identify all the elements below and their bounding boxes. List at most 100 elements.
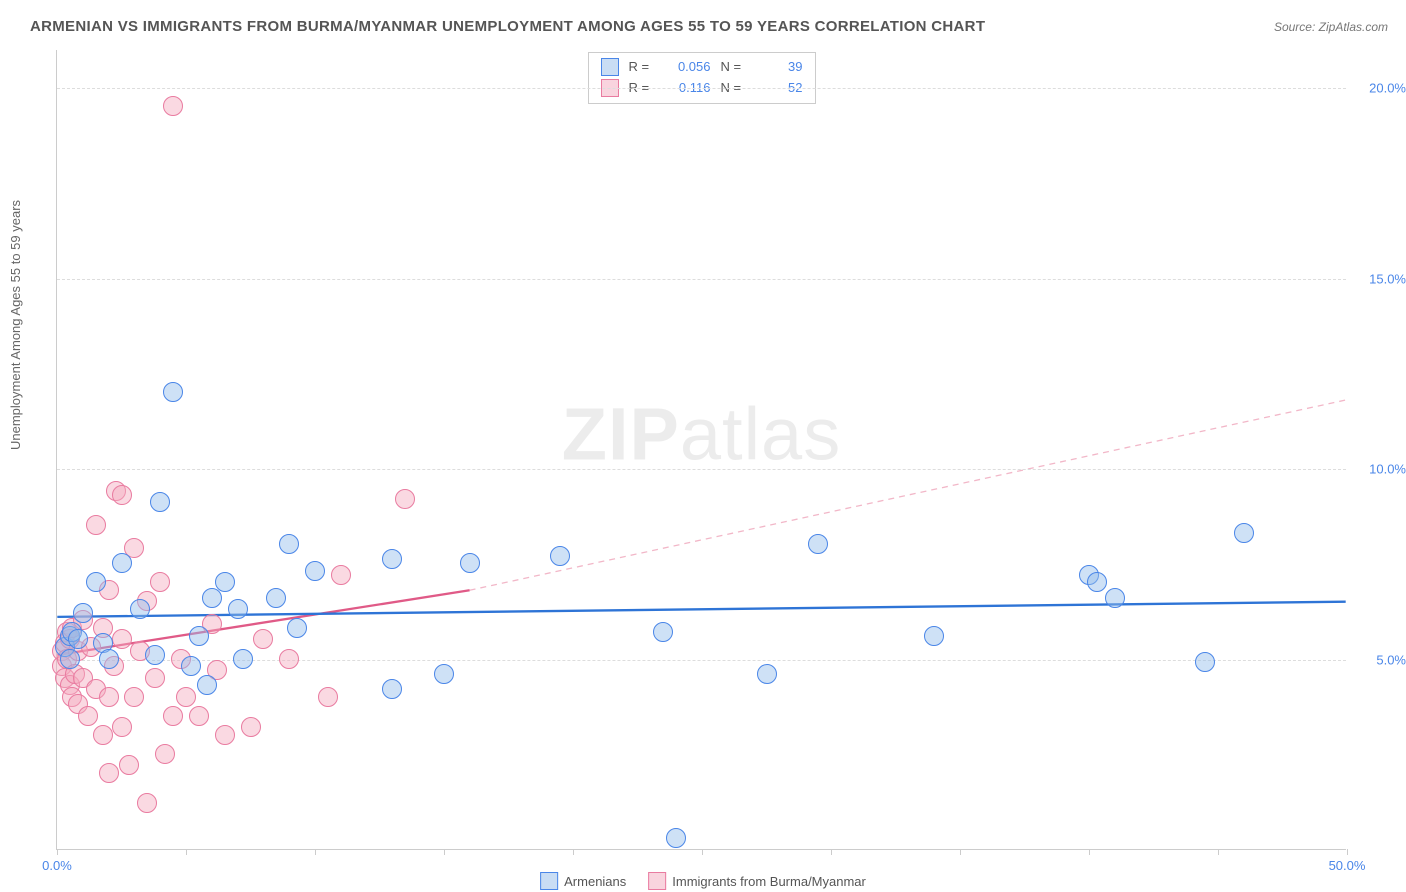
data-point — [1195, 652, 1215, 672]
data-point — [382, 549, 402, 569]
data-point — [124, 687, 144, 707]
stats-row-armenians: R = 0.056 N = 39 — [601, 57, 803, 78]
data-point — [253, 629, 273, 649]
r-label: R = — [629, 57, 657, 78]
data-point — [86, 572, 106, 592]
y-axis-label: Unemployment Among Ages 55 to 59 years — [8, 200, 23, 450]
data-point — [150, 492, 170, 512]
scatter-chart: ZIPatlas R = 0.056 N = 39 R = 0.116 N = … — [56, 50, 1346, 850]
data-point — [163, 706, 183, 726]
data-point — [653, 622, 673, 642]
y-tick-label: 10.0% — [1351, 462, 1406, 477]
data-point — [112, 629, 132, 649]
data-point — [1234, 523, 1254, 543]
data-point — [163, 96, 183, 116]
data-point — [305, 561, 325, 581]
x-tick — [1089, 849, 1090, 855]
data-point — [287, 618, 307, 638]
n-value-armenians: 39 — [759, 57, 803, 78]
data-point — [119, 755, 139, 775]
x-tick — [315, 849, 316, 855]
data-point — [266, 588, 286, 608]
x-tick-label: 0.0% — [42, 858, 72, 873]
data-point — [78, 706, 98, 726]
data-point — [68, 629, 88, 649]
watermark-thin: atlas — [680, 392, 841, 475]
data-point — [60, 649, 80, 669]
data-point — [189, 626, 209, 646]
data-point — [757, 664, 777, 684]
data-point — [112, 717, 132, 737]
n-label: N = — [721, 57, 749, 78]
data-point — [382, 679, 402, 699]
x-tick — [960, 849, 961, 855]
data-point — [112, 553, 132, 573]
gridline — [57, 279, 1346, 280]
y-tick-label: 15.0% — [1351, 271, 1406, 286]
legend-item: Armenians — [540, 872, 626, 890]
x-tick — [831, 849, 832, 855]
x-tick — [1218, 849, 1219, 855]
data-point — [808, 534, 828, 554]
data-point — [99, 649, 119, 669]
data-point — [318, 687, 338, 707]
data-point — [112, 485, 132, 505]
watermark-text: ZIPatlas — [562, 391, 841, 476]
data-point — [99, 687, 119, 707]
gridline — [57, 469, 1346, 470]
x-tick — [702, 849, 703, 855]
data-point — [666, 828, 686, 848]
data-point — [130, 599, 150, 619]
legend-label: Immigrants from Burma/Myanmar — [672, 874, 866, 889]
source-attribution: Source: ZipAtlas.com — [1274, 20, 1388, 34]
y-tick-label: 20.0% — [1351, 81, 1406, 96]
data-point — [331, 565, 351, 585]
legend-item: Immigrants from Burma/Myanmar — [648, 872, 866, 890]
legend-label: Armenians — [564, 874, 626, 889]
data-point — [155, 744, 175, 764]
data-point — [93, 725, 113, 745]
data-point — [137, 793, 157, 813]
data-point — [145, 668, 165, 688]
r-value-armenians: 0.056 — [667, 57, 711, 78]
swatch-blue-icon — [601, 58, 619, 76]
data-point — [215, 725, 235, 745]
data-point — [197, 675, 217, 695]
chart-title: ARMENIAN VS IMMIGRANTS FROM BURMA/MYANMA… — [30, 18, 985, 35]
data-point — [163, 382, 183, 402]
data-point — [181, 656, 201, 676]
data-point — [189, 706, 209, 726]
data-point — [1087, 572, 1107, 592]
series-legend: Armenians Immigrants from Burma/Myanmar — [540, 872, 866, 890]
data-point — [233, 649, 253, 669]
x-tick — [444, 849, 445, 855]
data-point — [241, 717, 261, 737]
x-tick — [186, 849, 187, 855]
stats-legend: R = 0.056 N = 39 R = 0.116 N = 52 — [588, 52, 816, 104]
data-point — [460, 553, 480, 573]
x-tick — [57, 849, 58, 855]
watermark-bold: ZIP — [562, 392, 680, 475]
legend-swatch-icon — [648, 872, 666, 890]
data-point — [924, 626, 944, 646]
data-point — [73, 603, 93, 623]
data-point — [395, 489, 415, 509]
legend-swatch-icon — [540, 872, 558, 890]
data-point — [228, 599, 248, 619]
data-point — [150, 572, 170, 592]
data-point — [215, 572, 235, 592]
y-tick-label: 5.0% — [1351, 652, 1406, 667]
data-point — [99, 763, 119, 783]
data-point — [1105, 588, 1125, 608]
data-point — [176, 687, 196, 707]
data-point — [550, 546, 570, 566]
data-point — [279, 534, 299, 554]
gridline — [57, 88, 1346, 89]
data-point — [434, 664, 454, 684]
x-tick — [573, 849, 574, 855]
x-tick-label: 50.0% — [1329, 858, 1366, 873]
data-point — [279, 649, 299, 669]
data-point — [145, 645, 165, 665]
x-tick — [1347, 849, 1348, 855]
data-point — [86, 515, 106, 535]
